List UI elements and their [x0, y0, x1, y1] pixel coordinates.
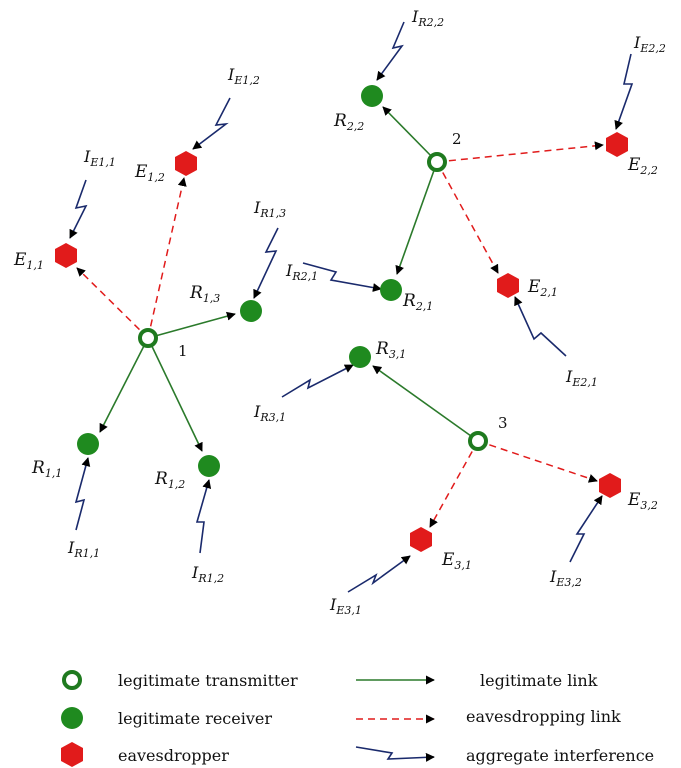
label-e12: E1,2: [134, 162, 165, 184]
interference-arrow-e21: [514, 296, 567, 357]
receiver-r22: [361, 85, 383, 107]
link-t1-r11: [99, 337, 149, 433]
link-t2-r21: [395, 161, 438, 275]
eavesdropper-labels: E1,1 E1,2 E2,1 E2,2 E3,1 E3,2: [13, 155, 658, 572]
label-r22: R2,2: [333, 111, 364, 133]
label-r12: R1,2: [154, 469, 185, 491]
label-i-e31: IE3,1: [329, 595, 362, 617]
receiver-labels: R1,1 R1,2 R1,3 R2,1 R2,2 R3,1: [31, 111, 433, 491]
interference-labels: IE1,1 IE1,2 IR1,3 IR1,1 IR1,2 IR2,2 IE2,…: [67, 7, 666, 617]
label-r11: R1,1: [31, 458, 62, 480]
receiver-r13: [240, 300, 262, 322]
eaves-t3-e31: [429, 440, 479, 528]
transmitter-1: [138, 328, 158, 348]
interference-arrow-r31: [281, 364, 354, 398]
label-e31: E3,1: [441, 550, 472, 572]
legend-legit-link-label: legitimate link: [480, 671, 598, 690]
legend-transmitter-label: legitimate transmitter: [118, 671, 298, 690]
label-i-r13: IR1,3: [253, 198, 286, 220]
eaves-t2-e22: [436, 141, 604, 163]
receiver-r21: [380, 279, 402, 301]
label-e32: E3,2: [627, 490, 658, 512]
eavesdropper-e32: [599, 473, 621, 498]
eavesdropper-e22: [606, 132, 628, 157]
eavesdropper-e21: [497, 273, 519, 298]
label-i-r21: IR2,1: [285, 261, 318, 283]
label-i-e11: IE1,1: [83, 147, 116, 169]
legend-transmitter-icon: [62, 670, 82, 690]
link-t3-r31: [372, 365, 479, 442]
interference-arrows: [69, 21, 634, 593]
receivers: [77, 85, 402, 477]
transmitter-2-label: 2: [452, 130, 462, 148]
eavesdropper-e11: [55, 243, 77, 268]
interference-arrow-e32: [569, 495, 603, 563]
link-t2-r22: [382, 106, 438, 163]
label-i-e12: IE1,2: [227, 65, 260, 87]
interference-arrow-r13: [253, 227, 279, 299]
label-e21: E2,1: [527, 277, 558, 299]
legend-eaves-link-label: eavesdropping link: [466, 707, 621, 726]
link-t1-r12: [147, 337, 203, 452]
label-i-r31: IR3,1: [253, 402, 286, 424]
label-r21: R2,1: [402, 291, 433, 313]
label-e11: E1,1: [13, 250, 44, 272]
label-i-e32: IE3,2: [549, 567, 582, 589]
interference-arrow-e31: [347, 555, 411, 593]
link-t1-r13: [147, 311, 236, 339]
label-i-r12: IR1,2: [191, 563, 224, 585]
receiver-r12: [198, 455, 220, 477]
legend-interference-icon: [355, 746, 435, 762]
legend-eavesdropper-icon: [61, 742, 83, 767]
eaves-t2-e21: [436, 161, 499, 274]
label-e22: E2,2: [627, 155, 658, 177]
label-i-e22: IE2,2: [633, 33, 666, 55]
transmitter-2: [427, 152, 447, 172]
interference-arrow-r12: [195, 479, 212, 554]
interference-arrow-e22: [614, 53, 634, 130]
interference-arrow-r11: [74, 457, 91, 531]
receiver-r31: [349, 346, 371, 368]
label-r13: R1,3: [189, 283, 220, 305]
transmitter-3-label: 3: [498, 414, 508, 432]
transmitter-3: [468, 431, 488, 451]
legitimate-links: [99, 106, 479, 452]
eaves-t1-e11: [76, 267, 149, 339]
label-i-r22: IR2,2: [411, 7, 444, 29]
legend-receiver-label: legitimate receiver: [118, 709, 272, 728]
label-r31: R3,1: [375, 339, 406, 361]
interference-arrow-e11: [69, 179, 88, 239]
legend-interference-label: aggregate interference: [466, 746, 654, 765]
eaves-t1-e12: [147, 177, 187, 339]
eavesdropper-e12: [175, 151, 197, 176]
interference-arrow-e12: [192, 97, 231, 150]
legend-eavesdropper-label: eavesdropper: [118, 746, 229, 765]
label-i-e21: IE2,1: [565, 367, 598, 389]
eavesdropping-links: [76, 141, 604, 528]
receiver-r11: [77, 433, 99, 455]
eavesdropper-e31: [410, 527, 432, 552]
transmitters: 1 2 3: [138, 130, 508, 451]
interference-arrow-r21: [302, 262, 382, 292]
eavesdroppers: [55, 132, 628, 552]
transmitter-1-label: 1: [178, 342, 188, 360]
legend-receiver-icon: [61, 707, 83, 729]
interference-arrow-r22: [376, 21, 405, 81]
legend: legitimate transmitter legitimate receiv…: [61, 670, 654, 767]
label-i-r11: IR1,1: [67, 538, 100, 560]
eaves-t3-e32: [477, 440, 598, 483]
